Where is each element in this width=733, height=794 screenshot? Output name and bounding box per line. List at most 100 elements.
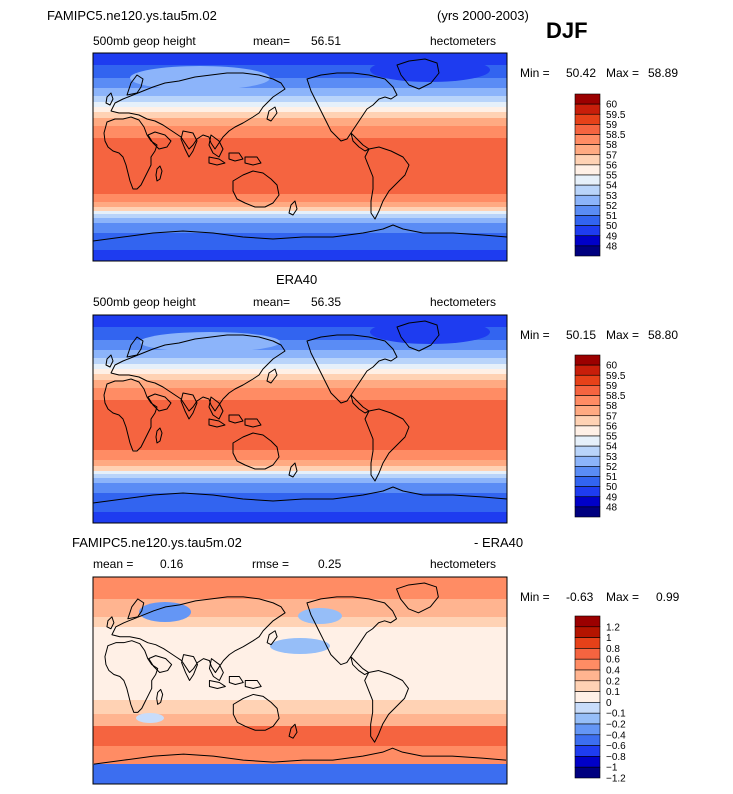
panel1-variable-label: 500mb geop height <box>93 34 196 48</box>
panel1-colorbar-box <box>574 174 601 186</box>
panel2-min-value: 50.15 <box>566 328 597 342</box>
panel2-units: hectometers <box>430 295 497 309</box>
panel2-colorbar-label: 59.5 <box>606 371 626 382</box>
case-title: FAMIPC5.ne120.ys.tau5m.02 <box>47 8 217 23</box>
panel3-colorbar-box <box>574 766 601 779</box>
panel3-colorbar-label: −1 <box>606 763 618 774</box>
panel3-colorbar-label: 0 <box>606 698 612 709</box>
panel1-colorbar-box <box>574 103 601 115</box>
panel1-map <box>93 53 507 261</box>
panel1-colorbar-box <box>574 144 601 156</box>
panel3-map <box>93 577 507 784</box>
panel1-colorbar-box <box>574 134 601 145</box>
panel1-colorbar-label: 59.5 <box>606 110 626 121</box>
panel3-min-value: -0.63 <box>566 590 594 604</box>
panel2-colorbar-label: 48 <box>606 502 618 513</box>
panel2-colorbar-box <box>574 385 601 396</box>
panel3-colorbar-box <box>574 637 601 649</box>
panel1-colorbar-label: 54 <box>606 181 618 192</box>
panel2-colorbar-label: 51 <box>606 472 618 483</box>
panel2-mean-label: mean= <box>253 295 291 309</box>
panel2-colorbar-box <box>574 486 601 498</box>
panel2-colorbar-label: 53 <box>606 452 618 463</box>
panel2-max-value: 58.80 <box>648 328 679 342</box>
panel2-colorbar-box <box>574 425 601 437</box>
panel3-colorbar-box <box>574 723 601 736</box>
panel1-colorbar-label: 50 <box>606 221 618 232</box>
panel3-colorbar-label: 1.2 <box>606 622 620 633</box>
panel3-colorbar-box <box>574 702 601 714</box>
panel3-colorbar-box <box>574 691 601 703</box>
panel2-min-label: Min = <box>520 328 550 342</box>
panel3-max-label: Max = <box>606 590 640 604</box>
panel1-colorbar-label: 59 <box>606 120 618 131</box>
panel3-colorbar-label: −0.1 <box>606 709 626 720</box>
panel2-colorbar-label: 55 <box>606 432 618 443</box>
panel3-units: hectometers <box>430 557 497 571</box>
panel1-units: hectometers <box>430 34 497 48</box>
panel2-colorbar-box <box>574 415 601 427</box>
panel2-colorbar-box <box>574 445 601 457</box>
panel1-colorbar-box <box>574 154 601 166</box>
panel1-max-label: Max = <box>606 66 640 80</box>
panel3-colorbar-box <box>574 745 601 757</box>
panel1-colorbar-box <box>574 205 601 216</box>
panel1-colorbar-box <box>574 245 601 257</box>
panel2-colorbar-label: 50 <box>606 482 618 493</box>
panel1-colorbar-label: 60 <box>606 100 618 111</box>
panel3-colorbar-box <box>574 615 601 628</box>
panel1-colorbar-label: 52 <box>606 201 618 212</box>
panel3-colorbar-box <box>574 669 601 682</box>
panel3-colorbar-box <box>574 658 601 671</box>
panel3-colorbar: 1.210.80.60.40.20.10−0.1−0.2−0.4−0.6−0.8… <box>574 615 626 785</box>
panel3-max-value: 0.99 <box>656 590 680 604</box>
panel3-colorbar-box <box>574 756 601 768</box>
panel1-colorbar-box <box>574 225 601 237</box>
panel3-rmse-label: rmse = <box>252 557 290 571</box>
panel1-colorbar-label: 55 <box>606 171 618 182</box>
panel1-colorbar-label: 57 <box>606 150 618 161</box>
panel2-colorbar-box <box>574 364 601 376</box>
panel1-mean-label: mean= <box>253 34 291 48</box>
panel1-colorbar-label: 48 <box>606 241 618 252</box>
panel3-mean-label: mean = <box>93 557 134 571</box>
panel1-colorbar-label: 58.5 <box>606 130 626 141</box>
panel1-colorbar-box <box>574 93 601 105</box>
panel1-colorbar-label: 53 <box>606 191 618 202</box>
panel2-colorbar-box <box>574 455 601 467</box>
panel1-colorbar-label: 56 <box>606 160 618 171</box>
panel3-colorbar-label: −1.2 <box>606 774 626 785</box>
panel1-colorbar-box <box>574 164 601 176</box>
panel2-colorbar-box <box>574 405 601 417</box>
panel1-colorbar-label: 58 <box>606 140 618 151</box>
panel1-max-value: 58.89 <box>648 66 679 80</box>
panel2-colorbar-box <box>574 435 601 447</box>
panel2-colorbar-label: 56 <box>606 421 618 432</box>
panel3-colorbar-box <box>574 680 601 692</box>
panel3-rmse-value: 0.25 <box>318 557 342 571</box>
panel3-colorbar-box <box>574 648 601 660</box>
panel3-colorbar-box <box>574 734 601 746</box>
panel3-title-right: - ERA40 <box>474 535 524 550</box>
panel3-colorbar-label: 0.8 <box>606 644 620 655</box>
panel3-mean-value: 0.16 <box>160 557 184 571</box>
panel2-colorbar-box <box>574 374 601 386</box>
panel1-colorbar-box <box>574 194 601 206</box>
panel3-colorbar-label: 0.2 <box>606 676 620 687</box>
panel2-colorbar-box <box>574 506 601 518</box>
panel2-colorbar-box <box>574 466 601 477</box>
panel2-colorbar-label: 58 <box>606 401 618 412</box>
panel2-mean-value: 56.35 <box>311 295 342 309</box>
panel3-colorbar-box <box>574 626 601 638</box>
panel2-colorbar-box <box>574 395 601 406</box>
panel3-title-left: FAMIPC5.ne120.ys.tau5m.02 <box>72 535 242 550</box>
panel2-colorbar-box <box>574 476 601 487</box>
panel2-colorbar-label: 60 <box>606 361 618 372</box>
panel3-min-label: Min = <box>520 590 550 604</box>
panel1-colorbar-box <box>574 215 601 226</box>
panel1-colorbar-box <box>574 124 601 135</box>
panel2-map <box>93 315 507 523</box>
